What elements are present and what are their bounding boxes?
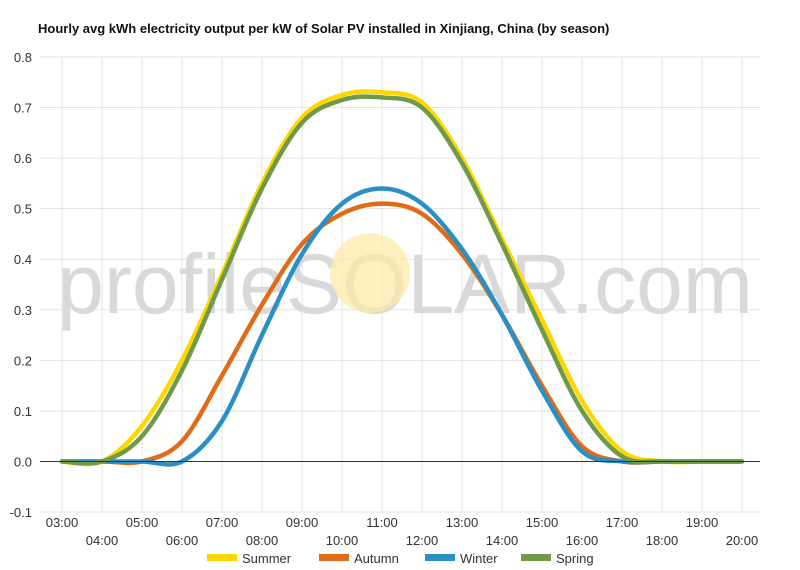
x-tick-label: 13:00 (446, 515, 479, 530)
y-tick-label: 0.6 (14, 151, 32, 166)
x-tick-label: 07:00 (206, 515, 239, 530)
x-tick-label: 15:00 (526, 515, 559, 530)
y-tick-label: 0.4 (14, 252, 32, 267)
y-tick-label: 0.0 (14, 454, 32, 469)
legend: Summer Autumn Winter Spring (207, 551, 594, 566)
x-tick-label: 18:00 (646, 533, 679, 548)
y-tick-label: -0.1 (10, 505, 32, 520)
x-tick-label: 04:00 (86, 533, 119, 548)
x-tick-label: 14:00 (486, 533, 519, 548)
axis-layer: 0.8 0.7 0.6 0.5 0.4 0.3 0.2 0.1 0.0 -0.1 03:00 05:0… (10, 50, 760, 548)
y-tick-label: 0.2 (14, 353, 32, 368)
y-tick-label: 0.1 (14, 404, 32, 419)
series-line-spring (59, 94, 745, 466)
legend-label-summer: Summer (242, 551, 292, 566)
x-tick-label: 06:00 (166, 533, 199, 548)
x-tick-label: 12:00 (406, 533, 439, 548)
x-tick-label: 19:00 (686, 515, 719, 530)
legend-swatch-autumn (319, 554, 349, 561)
y-tick-label: 0.5 (14, 202, 32, 217)
x-tick-label: 09:00 (286, 515, 319, 530)
x-tick-label: 11:00 (366, 515, 398, 530)
x-tick-label: 16:00 (566, 533, 599, 548)
legend-label-autumn: Autumn (354, 551, 399, 566)
y-tick-label: 0.7 (14, 101, 32, 116)
legend-label-spring: Spring (556, 551, 594, 566)
x-tick-label: 08:00 (246, 533, 279, 548)
y-tick-label: 0.8 (14, 50, 32, 65)
legend-swatch-summer (207, 554, 237, 561)
x-tick-label: 17:00 (606, 515, 639, 530)
x-tick-label: 05:00 (126, 515, 159, 530)
chart-title: Hourly avg kWh electricity output per kW… (38, 21, 609, 36)
legend-label-winter: Winter (460, 551, 498, 566)
series-line-summer (59, 89, 745, 467)
y-tick-label: 0.3 (14, 303, 32, 318)
x-tick-label: 03:00 (46, 515, 79, 530)
legend-swatch-winter (425, 554, 455, 561)
legend-swatch-spring (521, 554, 551, 561)
watermark-sun-icon (330, 233, 410, 313)
x-tick-label: 20:00 (726, 533, 759, 548)
x-tick-label: 10:00 (326, 533, 359, 548)
